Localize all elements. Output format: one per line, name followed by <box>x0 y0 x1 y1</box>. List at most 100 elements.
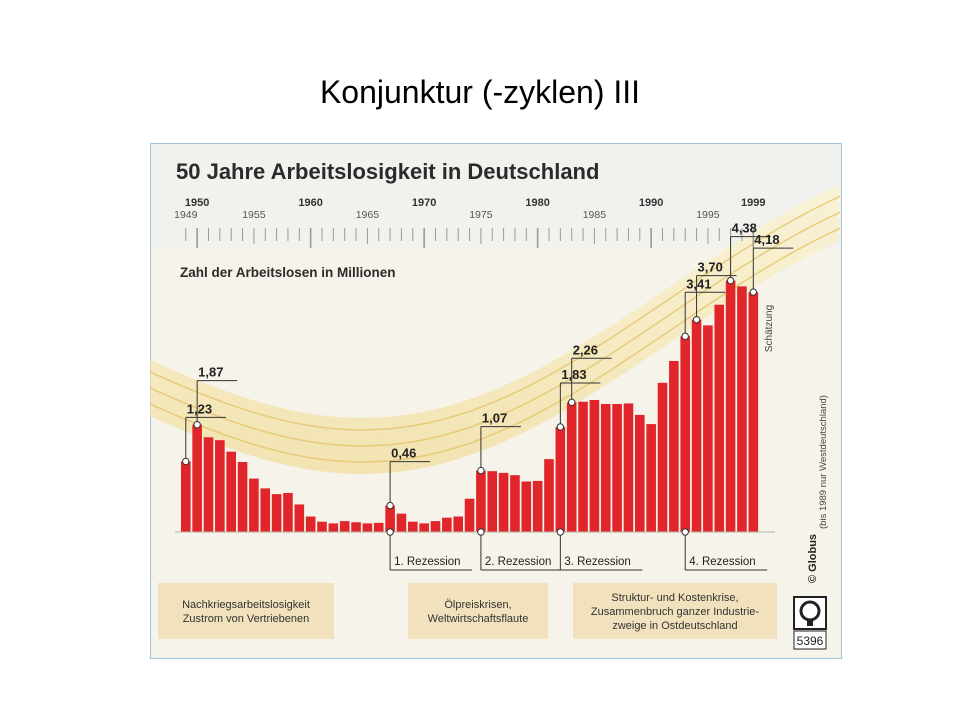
bar <box>635 414 645 532</box>
bar <box>578 401 588 532</box>
callout-dot <box>749 288 757 296</box>
bar <box>294 504 305 532</box>
wave-line <box>149 195 841 431</box>
recession-label: 1. Rezession <box>394 556 460 568</box>
header-band <box>151 144 841 248</box>
bar <box>408 521 418 532</box>
period-box <box>573 583 777 639</box>
callout-dot <box>556 423 565 431</box>
period-text: Nachkriegsarbeitslosigkeit <box>182 599 310 611</box>
callout-dot <box>386 501 394 510</box>
bar <box>249 478 259 532</box>
bar <box>271 494 282 532</box>
period-text: Zusammenbruch ganzer Industrie- <box>591 606 759 618</box>
callout-dot <box>726 276 735 285</box>
slide-title: Konjunktur (-zyklen) III <box>319 74 641 110</box>
bar <box>669 360 679 532</box>
bar <box>646 424 656 532</box>
bar <box>589 400 600 532</box>
chart-title: 50 Jahre Arbeitslosigkeit in Deutschland <box>176 159 599 184</box>
callout-dot <box>568 398 576 406</box>
tick-label-minor: 1975 <box>469 209 493 221</box>
recession-dot <box>681 528 689 536</box>
bar <box>680 336 690 532</box>
bar <box>498 472 509 532</box>
callout-dot <box>692 315 701 324</box>
bar <box>544 459 554 532</box>
bar <box>317 521 327 532</box>
bar <box>532 480 543 532</box>
source-label: © Globus <box>807 534 819 583</box>
bar <box>725 280 736 532</box>
period-box <box>158 583 334 639</box>
bar <box>453 516 463 532</box>
value-label: 4,38 <box>732 221 757 236</box>
bar <box>385 505 395 532</box>
bar <box>714 304 725 532</box>
wave-line <box>149 211 841 447</box>
tick-label-major: 1999 <box>741 197 765 209</box>
chart-figure: 50 Jahre Arbeitslosigkeit in Deutschland… <box>149 142 843 664</box>
estimate-label: Schätzung <box>764 305 775 352</box>
recession-label: 3. Rezession <box>564 556 630 568</box>
wave-line <box>149 227 841 463</box>
value-label: 0,46 <box>391 446 416 461</box>
bar <box>226 451 236 532</box>
value-label: 2,26 <box>573 342 598 357</box>
bar <box>192 424 202 532</box>
value-label: 1,83 <box>561 367 586 382</box>
callout-dot <box>681 332 689 340</box>
bar <box>305 516 316 532</box>
period-text: Struktur- und Kostenkrise, <box>611 592 738 604</box>
bar <box>566 402 577 532</box>
value-label: 1,07 <box>482 411 507 426</box>
tick-label-major: 1980 <box>525 197 549 209</box>
value-label: 3,70 <box>698 260 723 275</box>
bar <box>703 325 713 532</box>
y-axis-label: Zahl der Arbeitslosen in Millionen <box>180 265 396 280</box>
bar <box>657 382 668 532</box>
bar <box>464 498 475 532</box>
bar <box>181 461 191 532</box>
bar <box>691 319 702 532</box>
recession-dot <box>386 528 394 536</box>
period-text: Zustrom von Vertriebenen <box>183 613 310 625</box>
tick-label-minor: 1995 <box>696 209 720 221</box>
bar <box>430 521 441 532</box>
recession-dot <box>477 528 485 536</box>
code-label: 5396 <box>797 634 824 648</box>
code-box <box>793 630 827 650</box>
chart-svg: 50 Jahre Arbeitslosigkeit in Deutschland… <box>149 142 843 660</box>
bar <box>419 523 429 532</box>
bar <box>521 481 532 532</box>
wave-band <box>150 184 840 474</box>
tick-label-major: 1970 <box>412 197 436 209</box>
period-box <box>408 583 548 639</box>
bar <box>215 440 225 532</box>
value-label: 3,41 <box>686 276 711 291</box>
recession-label: 4. Rezession <box>689 556 755 568</box>
decorative-wave-band <box>149 184 841 474</box>
tick-label-major: 1990 <box>639 197 663 209</box>
bar <box>396 513 407 532</box>
value-label: 1,23 <box>187 401 212 416</box>
recession-markers: 1. Rezession 2. Rezession 3. Rezession 4. R… <box>386 528 768 571</box>
bar <box>737 286 747 532</box>
bar <box>351 522 361 532</box>
recession-label: 2. Rezession <box>485 556 551 568</box>
callout-dot <box>193 420 201 429</box>
callout-dot <box>477 466 485 475</box>
tick-label-minor: 1955 <box>242 209 266 221</box>
value-label: 4,18 <box>754 232 779 247</box>
tick-label-minor: 1985 <box>583 209 607 221</box>
source-note: (bis 1989 nur Westdeutschland) <box>818 395 829 529</box>
bar <box>748 292 759 532</box>
value-label: 1,87 <box>198 365 223 380</box>
callout-dot <box>182 457 190 466</box>
bar <box>328 523 339 532</box>
year-tick-axis: 1950 1960 1970 1980 1990 1999 1949 1955 1965 1975… <box>174 197 766 248</box>
bar <box>283 492 293 532</box>
bar <box>373 522 384 532</box>
period-text: Ölpreiskrisen, <box>444 599 511 611</box>
bar <box>442 517 452 532</box>
